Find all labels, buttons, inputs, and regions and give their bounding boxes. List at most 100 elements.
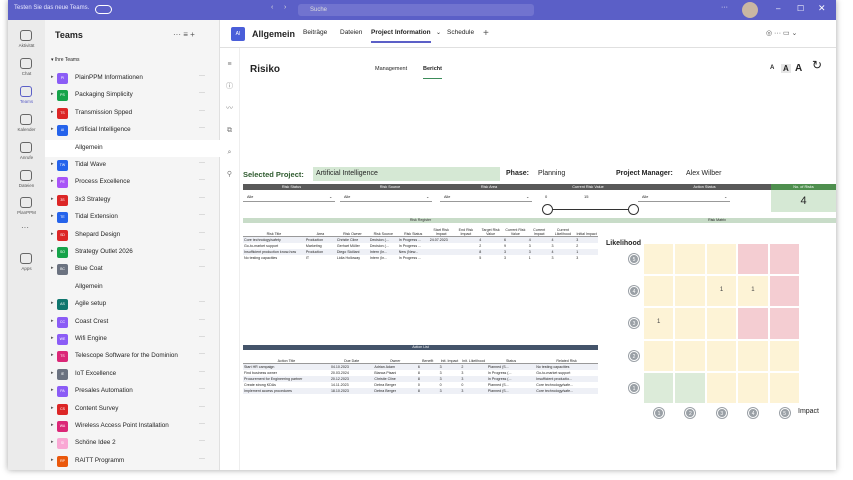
close[interactable]: ✕: [818, 3, 826, 13]
matrix-cell[interactable]: 1: [737, 275, 769, 308]
column-header: Due Date: [344, 359, 360, 363]
table-cell: 8: [417, 389, 420, 393]
more[interactable]: ···: [721, 4, 728, 11]
font-size-button[interactable]: A: [770, 65, 775, 71]
tab[interactable]: Beiträge: [303, 29, 328, 36]
table-row[interactable]: Insufficient production know-how Producti…: [243, 249, 598, 255]
matrix-cell[interactable]: [674, 371, 706, 404]
header-icons[interactable]: ◎ ··· ▭ ⌄: [766, 30, 798, 37]
team-row[interactable]: ▸ CC Coast Crest ···: [45, 314, 220, 331]
filter-dropdown[interactable]: Alle: [243, 193, 335, 202]
report-tab[interactable]: Bericht: [423, 66, 442, 79]
matrix-cell[interactable]: [768, 275, 800, 308]
team-row[interactable]: ▸ RP RAITT Programm ···: [45, 453, 220, 470]
table-row[interactable]: Core technology/safety Production Christie…: [243, 236, 598, 243]
rail-label[interactable]: Chat: [21, 71, 32, 76]
team-row[interactable]: ▸ SI Schöne Idee 2 ···: [45, 435, 220, 452]
channel-row[interactable]: [45, 139, 220, 157]
matrix-cell[interactable]: [705, 371, 738, 404]
team-row[interactable]: ▸ BC Blue Coat ···: [45, 261, 220, 278]
team-row[interactable]: ▸ AS Agile setup ···: [45, 296, 220, 313]
filter-dropdown[interactable]: Alle: [440, 193, 532, 202]
team-row[interactable]: ▸ PS Packaging Simplicity ···: [45, 87, 220, 104]
font-size-button[interactable]: A: [795, 63, 803, 74]
team-row[interactable]: ▸ PI PlainPPM Informationen ···: [45, 70, 220, 87]
slider-handle[interactable]: [628, 204, 639, 215]
matrix-cell[interactable]: [768, 307, 800, 340]
rail-label[interactable]: Kalender: [17, 127, 36, 132]
back[interactable]: ‹: [271, 4, 274, 11]
team-row[interactable]: ▸ WE Wifi Engine ···: [45, 331, 220, 348]
matrix-cell[interactable]: [643, 275, 675, 308]
team-row[interactable]: ▸ PE Process Excellence ···: [45, 174, 220, 191]
team-row[interactable]: ▸ SD Shepard Design ···: [45, 227, 220, 244]
rail-label[interactable]: Teams: [19, 99, 34, 104]
team-row[interactable]: ▸ WA Wireless Access Point Installation ···: [45, 418, 220, 435]
matrix-cell[interactable]: [674, 275, 706, 308]
matrix-cell[interactable]: [674, 339, 706, 372]
matrix-cell[interactable]: [768, 371, 800, 404]
expand-arrow: ▸: [51, 456, 54, 463]
tab[interactable]: Schedule: [447, 29, 475, 36]
font-size-button[interactable]: A: [781, 64, 791, 73]
team-row[interactable]: ▸ TS Transmission Spped ···: [45, 105, 220, 122]
matrix-cell[interactable]: [705, 243, 738, 276]
table-row[interactable]: Procurement for Engineering partner 20.12…: [243, 376, 598, 382]
matrix-cell[interactable]: [705, 307, 738, 340]
team-avatar: WE: [57, 334, 68, 345]
table-row[interactable]: No testing capacities IT Lidia Holloway Int…: [243, 255, 598, 261]
matrix-cell[interactable]: [768, 339, 800, 372]
maximize[interactable]: ☐: [797, 4, 805, 13]
tab[interactable]: Project Information: [371, 29, 431, 43]
matrix-cell[interactable]: [737, 243, 769, 276]
matrix-cell[interactable]: [674, 307, 706, 340]
table-row[interactable]: Create strong KDAs 14.11.2023 Debra Berger…: [243, 382, 598, 388]
matrix-cell[interactable]: [643, 339, 675, 372]
team-row[interactable]: ▸ CS Content Survey ···: [45, 401, 220, 418]
matrix-cell[interactable]: 1: [705, 275, 738, 308]
report-tab[interactable]: Management: [375, 66, 408, 72]
minimize[interactable]: –: [776, 4, 781, 13]
table-row[interactable]: Implement access procedures 18.10.2023 Deb…: [243, 388, 598, 394]
rail-more[interactable]: ···: [21, 223, 29, 232]
add-tab[interactable]: +: [483, 28, 489, 39]
forward[interactable]: ›: [284, 4, 287, 11]
matrix-cell[interactable]: [705, 339, 738, 372]
matrix-cell[interactable]: [737, 339, 769, 372]
table-row[interactable]: Go-to-market support Marketing Gerhart Mül…: [243, 243, 598, 249]
team-name: Strategy Outlet 2026: [75, 248, 133, 255]
y-axis-title: Likelihood: [606, 240, 641, 247]
rail-label[interactable]: PlanPPM: [17, 210, 36, 215]
tab[interactable]: Dateien: [340, 29, 363, 36]
slider-handle[interactable]: [542, 204, 553, 215]
matrix-cell[interactable]: [643, 243, 675, 276]
team-row[interactable]: ▸ PA Presales Automation ···: [45, 383, 220, 400]
rail-label[interactable]: Aktivität: [18, 43, 35, 48]
team-row[interactable]: ▸ 3S 3x3 Strategy ···: [45, 192, 220, 209]
rail-label[interactable]: Dateien: [18, 183, 35, 188]
team-row[interactable]: ▸ SO Strategy Outlet 2026 ···: [45, 244, 220, 261]
team-row[interactable]: ▸ TE Tidal Extension ···: [45, 209, 220, 226]
table-row[interactable]: Start HR campaign 04.10.2023 Adrian Adam 6 3…: [243, 363, 598, 370]
rail-label[interactable]: Apps: [21, 266, 32, 271]
team-row[interactable]: ▸ TW Tidal Wave ···: [45, 157, 220, 174]
matrix-cell[interactable]: [737, 371, 769, 404]
panel-icons[interactable]: ··· ≡ +: [173, 30, 195, 39]
avatar[interactable]: [742, 2, 758, 18]
matrix-cell[interactable]: [674, 243, 706, 276]
matrix-cell[interactable]: [768, 243, 800, 276]
search-box[interactable]: Suche: [298, 4, 534, 16]
matrix-cell[interactable]: 1: [643, 307, 675, 340]
matrix-cell[interactable]: [737, 307, 769, 340]
team-row[interactable]: ▸ TS Telescope Software for the Dominion ··…: [45, 348, 220, 365]
toggle[interactable]: [95, 5, 112, 14]
team-row[interactable]: ▸ IE IoT Excellence ···: [45, 366, 220, 383]
filter-dropdown[interactable]: Alle: [340, 193, 432, 202]
table-row[interactable]: Find business owner 20.03.2024 Bianca Pisa…: [243, 370, 598, 376]
filter-dropdown[interactable]: Alle: [638, 193, 730, 202]
matrix-title: Risk Matrix: [598, 218, 836, 223]
rail-label[interactable]: Anrufe: [19, 155, 34, 160]
table-cell: Debra Berger: [374, 389, 396, 393]
matrix-cell[interactable]: [643, 371, 675, 404]
team-row[interactable]: ▸ AI Artificial Intelligence ···: [45, 122, 220, 139]
